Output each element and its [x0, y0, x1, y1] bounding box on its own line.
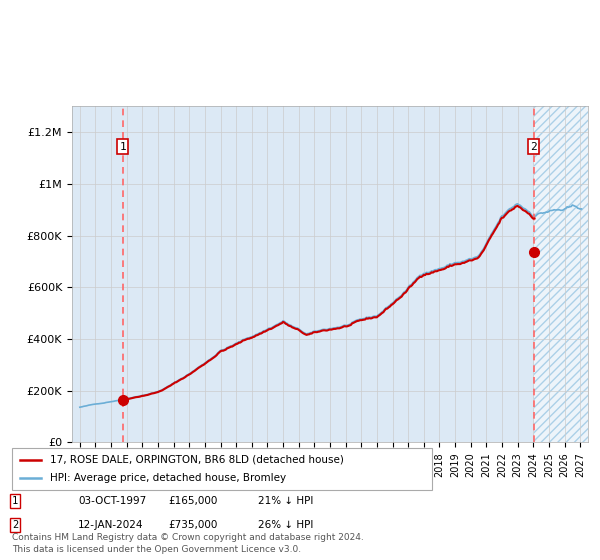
Text: £165,000: £165,000: [168, 496, 217, 506]
Text: 2: 2: [530, 142, 537, 152]
Text: 12-JAN-2024: 12-JAN-2024: [78, 520, 143, 530]
Bar: [534, 106, 588, 442]
Text: 17, ROSE DALE, ORPINGTON, BR6 8LD (detached house): 17, ROSE DALE, ORPINGTON, BR6 8LD (detac…: [50, 455, 344, 465]
Text: Contains HM Land Registry data © Crown copyright and database right 2024.
This d: Contains HM Land Registry data © Crown c…: [12, 533, 364, 554]
Text: 21% ↓ HPI: 21% ↓ HPI: [258, 496, 313, 506]
Text: 2: 2: [12, 520, 18, 530]
Text: 1: 1: [12, 496, 18, 506]
Text: 03-OCT-1997: 03-OCT-1997: [78, 496, 146, 506]
Text: 1: 1: [119, 142, 126, 152]
Text: £735,000: £735,000: [168, 520, 217, 530]
Text: 26% ↓ HPI: 26% ↓ HPI: [258, 520, 313, 530]
FancyBboxPatch shape: [12, 448, 432, 490]
Bar: [534, 106, 588, 442]
Text: HPI: Average price, detached house, Bromley: HPI: Average price, detached house, Brom…: [50, 473, 286, 483]
